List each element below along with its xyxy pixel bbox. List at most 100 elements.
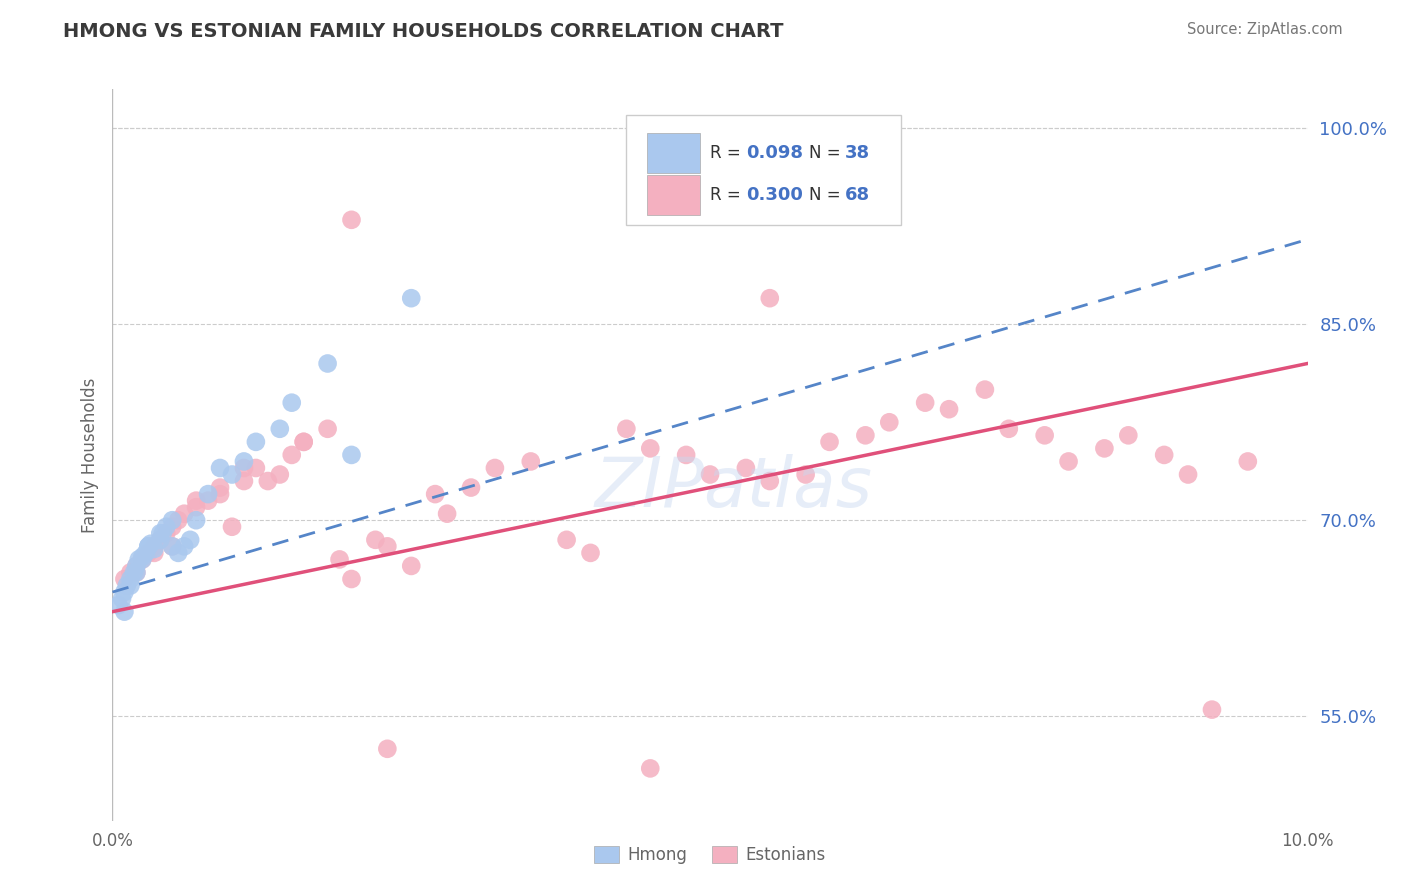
Point bbox=[197, 487, 219, 501]
Point bbox=[329, 552, 352, 566]
Point bbox=[233, 474, 256, 488]
Point bbox=[616, 422, 638, 436]
Point bbox=[377, 539, 399, 553]
Point bbox=[340, 448, 363, 462]
Point bbox=[699, 467, 721, 482]
Point bbox=[1057, 454, 1080, 468]
Point bbox=[125, 558, 148, 573]
Point bbox=[579, 546, 602, 560]
Point bbox=[281, 395, 304, 409]
Point bbox=[115, 578, 138, 592]
FancyBboxPatch shape bbox=[627, 115, 901, 225]
Point bbox=[162, 539, 183, 553]
Point bbox=[114, 572, 135, 586]
Point bbox=[122, 566, 145, 580]
Point bbox=[128, 552, 150, 566]
Text: N =: N = bbox=[810, 144, 846, 161]
Point bbox=[131, 552, 153, 566]
Point bbox=[186, 500, 208, 515]
Point bbox=[1094, 442, 1116, 456]
Point bbox=[340, 572, 363, 586]
Point bbox=[139, 537, 162, 551]
Point bbox=[484, 461, 506, 475]
Point bbox=[401, 558, 423, 573]
Point bbox=[155, 526, 177, 541]
Point bbox=[131, 552, 153, 566]
Point bbox=[245, 461, 267, 475]
Point bbox=[855, 428, 877, 442]
Point bbox=[162, 539, 183, 553]
Point bbox=[998, 422, 1021, 436]
Point bbox=[1177, 467, 1199, 482]
Point bbox=[114, 585, 135, 599]
Point bbox=[735, 461, 758, 475]
Point bbox=[377, 741, 399, 756]
Point bbox=[120, 578, 142, 592]
Point bbox=[269, 467, 291, 482]
Point bbox=[818, 434, 841, 449]
Point bbox=[257, 474, 280, 488]
Text: 0.098: 0.098 bbox=[747, 144, 803, 161]
Point bbox=[125, 566, 148, 580]
Point bbox=[149, 533, 172, 547]
Point bbox=[197, 493, 219, 508]
Point bbox=[138, 539, 160, 553]
Point bbox=[555, 533, 578, 547]
Text: 68: 68 bbox=[845, 186, 870, 204]
Point bbox=[425, 487, 447, 501]
Point bbox=[1153, 448, 1175, 462]
Legend: Hmong, Estonians: Hmong, Estonians bbox=[588, 839, 832, 871]
Point bbox=[179, 533, 201, 547]
Point bbox=[135, 546, 157, 560]
FancyBboxPatch shape bbox=[647, 175, 700, 215]
Point bbox=[1237, 454, 1260, 468]
Point bbox=[340, 212, 363, 227]
Point bbox=[149, 526, 172, 541]
Point bbox=[879, 415, 901, 429]
Point bbox=[292, 434, 315, 449]
Point bbox=[138, 546, 160, 560]
Point bbox=[149, 533, 172, 547]
Point bbox=[186, 493, 208, 508]
Point bbox=[281, 448, 304, 462]
Point bbox=[640, 442, 662, 456]
Point bbox=[460, 481, 482, 495]
Point bbox=[125, 558, 148, 573]
Point bbox=[152, 526, 174, 541]
Point bbox=[143, 541, 166, 556]
Text: Source: ZipAtlas.com: Source: ZipAtlas.com bbox=[1187, 22, 1343, 37]
Point bbox=[221, 520, 243, 534]
Point bbox=[209, 481, 232, 495]
Point bbox=[520, 454, 543, 468]
Point bbox=[364, 533, 387, 547]
Point bbox=[155, 520, 177, 534]
Point bbox=[138, 539, 160, 553]
Point bbox=[269, 422, 291, 436]
Point bbox=[401, 291, 423, 305]
Point bbox=[1033, 428, 1056, 442]
Point bbox=[120, 572, 142, 586]
Point bbox=[938, 402, 960, 417]
Point bbox=[974, 383, 997, 397]
Point bbox=[759, 474, 782, 488]
Text: R =: R = bbox=[710, 144, 747, 161]
Text: R =: R = bbox=[710, 186, 747, 204]
Point bbox=[233, 461, 256, 475]
Point bbox=[675, 448, 697, 462]
Text: N =: N = bbox=[810, 186, 846, 204]
Point bbox=[794, 467, 817, 482]
Point bbox=[131, 549, 153, 564]
Point bbox=[233, 454, 256, 468]
Point bbox=[167, 513, 190, 527]
Point bbox=[292, 434, 315, 449]
Point bbox=[209, 487, 232, 501]
Point bbox=[162, 513, 183, 527]
Point bbox=[114, 605, 135, 619]
Y-axis label: Family Households: Family Households bbox=[80, 377, 98, 533]
Point bbox=[640, 761, 662, 775]
Point bbox=[436, 507, 458, 521]
Point bbox=[245, 434, 267, 449]
Point bbox=[221, 467, 243, 482]
Point bbox=[1201, 703, 1223, 717]
Text: HMONG VS ESTONIAN FAMILY HOUSEHOLDS CORRELATION CHART: HMONG VS ESTONIAN FAMILY HOUSEHOLDS CORR… bbox=[63, 22, 783, 41]
